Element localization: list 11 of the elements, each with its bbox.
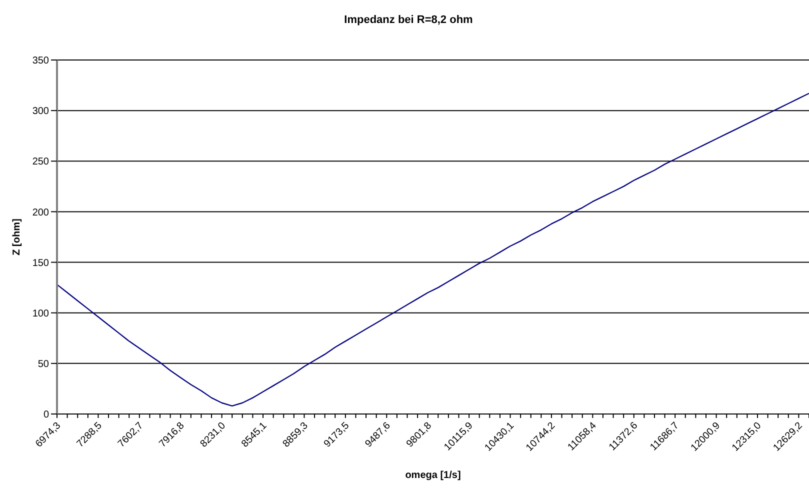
y-axis-title: Z [ohm] <box>12 218 23 256</box>
y-tick-label: 350 <box>32 56 50 67</box>
y-tick-label: 100 <box>32 308 50 320</box>
y-tick-label: 250 <box>32 156 50 168</box>
y-tick-label: 150 <box>32 258 50 269</box>
y-tick-label: 0 <box>43 410 50 421</box>
chart-title: Impedanz bei R=8,2 ohm <box>343 13 474 28</box>
y-tick-label: 200 <box>32 207 50 218</box>
y-tick-label: 50 <box>38 358 50 370</box>
x-axis-title: omega [1/s] <box>405 470 461 481</box>
y-tick-label: 300 <box>32 106 50 118</box>
